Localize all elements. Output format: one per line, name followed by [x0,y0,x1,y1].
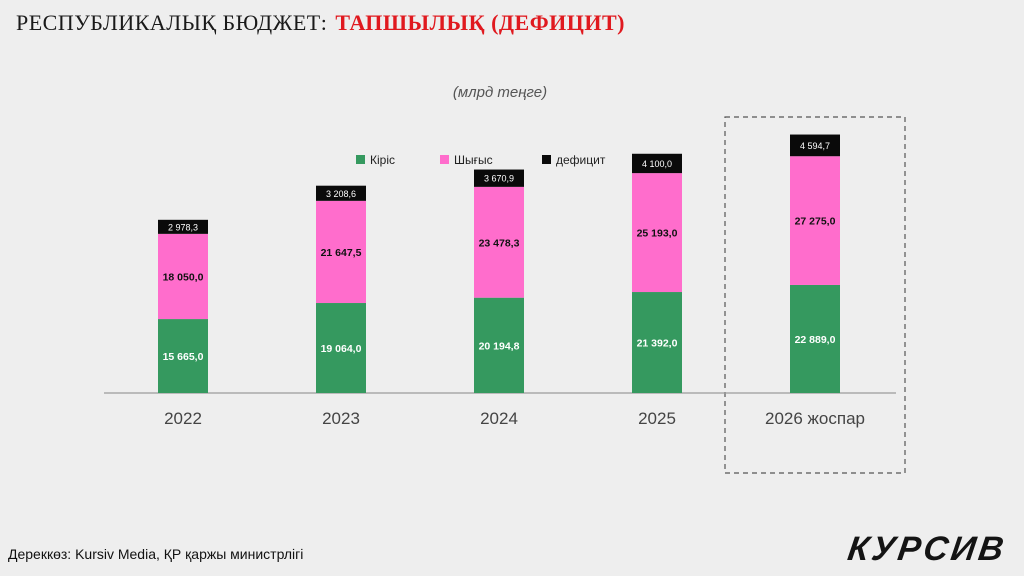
legend-swatch-дефицит [542,155,551,164]
bar-дефицит-2023 [316,185,366,201]
legend-label-шығыс: Шығыс [454,153,493,167]
x-tick-label-2026: 2026 жоспар [765,409,865,428]
bar-кіріс-2022 [158,319,208,393]
bar-шығыс-2022 [158,233,208,320]
data-label-дефицит-2026: 4 594,7 [800,141,830,151]
data-label-шығыс-2023: 21 647,5 [321,247,362,259]
x-tick-label-2024: 2024 [480,409,518,428]
legend-label-дефицит: дефицит [556,153,606,167]
data-label-кіріс-2026: 22 889,0 [795,334,836,346]
data-label-шығыс-2026: 27 275,0 [795,216,836,228]
bar-дефицит-2022 [158,219,208,234]
source-note: Дереккөз: Kursiv Media, ҚР қаржы министр… [8,546,304,562]
data-label-кіріс-2025: 21 392,0 [637,338,678,350]
bar-кіріс-2025 [632,292,682,393]
unit-subtitle: (млрд теңге) [452,84,548,101]
bar-кіріс-2023 [316,303,366,393]
legend-label-кіріс: Кіріс [370,153,395,167]
bar-дефицит-2025 [632,153,682,174]
data-label-шығыс-2025: 25 193,0 [637,228,678,240]
plan-highlight-frame [724,116,906,474]
data-label-дефицит-2023: 3 208,6 [326,189,356,199]
bar-шығыс-2023 [316,200,366,304]
data-label-дефицит-2022: 2 978,3 [168,222,198,232]
bar-кіріс-2026 [790,284,840,393]
data-label-дефицит-2024: 3 670,9 [484,174,514,184]
bar-дефицит-2024 [474,169,524,187]
title-highlight: ТАПШЫЛЫҚ (ДЕФИЦИТ) [335,10,625,35]
data-label-кіріс-2022: 15 665,0 [163,351,204,363]
data-label-кіріс-2023: 19 064,0 [321,343,362,355]
chart-title: РЕСПУБЛИКАЛЫҚ БЮДЖЕТ: ТАПШЫЛЫҚ (ДЕФИЦИТ) [16,10,625,36]
legend-swatch-кіріс [356,155,365,164]
bar-дефицит-2026 [790,134,840,157]
data-label-шығыс-2022: 18 050,0 [163,271,204,283]
x-tick-label-2025: 2025 [638,409,676,428]
title-main: РЕСПУБЛИКАЛЫҚ БЮДЖЕТ: [16,10,328,35]
kursiv-logo: КУРСИВ [845,530,1009,568]
x-tick-label-2023: 2023 [322,409,360,428]
data-label-шығыс-2024: 23 478,3 [479,237,520,249]
bar-шығыс-2025 [632,173,682,293]
bar-шығыс-2024 [474,186,524,298]
x-tick-label-2022: 2022 [164,409,202,428]
bar-кіріс-2024 [474,297,524,393]
legend-swatch-шығыс [440,155,449,164]
data-label-дефицит-2025: 4 100,0 [642,159,672,169]
data-label-кіріс-2024: 20 194,8 [479,340,520,352]
bar-шығыс-2026 [790,156,840,285]
